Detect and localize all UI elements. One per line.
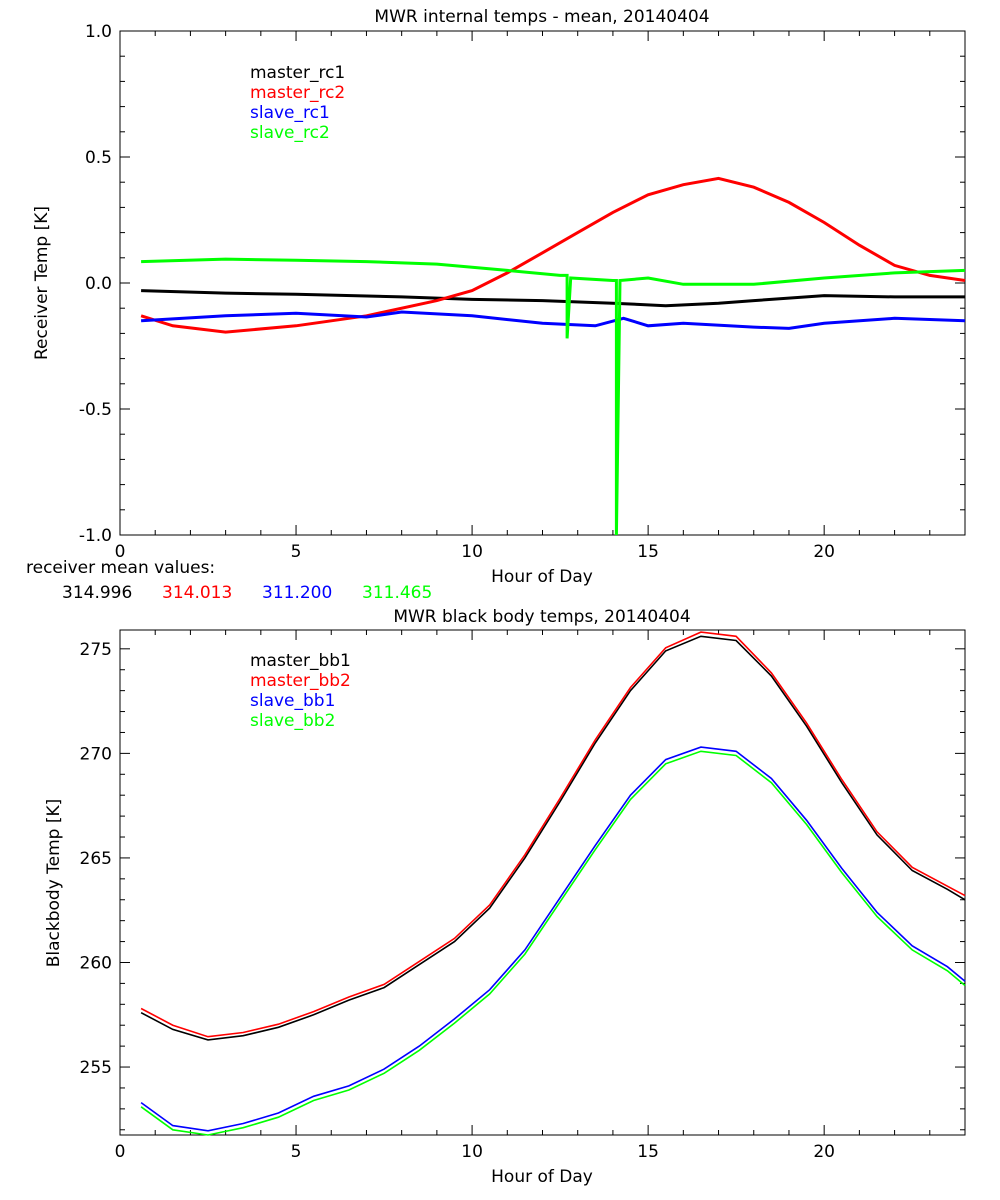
mean-values-label: receiver mean values: <box>26 558 215 578</box>
top-series-master-rc1 <box>141 289 965 308</box>
top-y-axis-label: Receiver Temp [K] <box>32 206 52 360</box>
top-plot-frame <box>119 30 966 536</box>
bottom-y-tick-label: 275 <box>80 640 112 660</box>
top-y-tick-label: 0.0 <box>85 274 112 294</box>
top-x-tick-label: 20 <box>813 542 835 562</box>
top-y-tick-label: 0.5 <box>85 148 112 168</box>
bottom-plot-frame <box>119 629 966 1136</box>
top-legend-master-rc2: master_rc2 <box>250 83 345 103</box>
top-series-slave-rc1 <box>141 310 966 330</box>
bottom-series-slave-bb1 <box>140 746 966 1132</box>
mean-value-slave-rc1: 311.200 <box>262 583 332 603</box>
bottom-legend-slave-bb1: slave_bb1 <box>250 691 335 711</box>
top-series-master-rc2 <box>140 176 966 334</box>
top-y-tick-label: -1.0 <box>79 526 112 546</box>
bottom-x-tick-label: 15 <box>637 1142 659 1162</box>
bottom-legend-master-bb1: master_bb1 <box>250 651 351 671</box>
top-y-tick-label: -0.5 <box>79 400 112 420</box>
top-x-tick-label: 0 <box>115 542 126 562</box>
bottom-y-tick-label: 255 <box>80 1058 112 1078</box>
bottom-x-tick-label: 10 <box>461 1142 483 1162</box>
bottom-series-slave-bb2 <box>140 750 966 1136</box>
mean-value-master-rc1: 314.996 <box>62 583 132 603</box>
top-legend-slave-rc1: slave_rc1 <box>250 103 330 123</box>
bottom-x-tick-label: 5 <box>291 1142 302 1162</box>
top-chart-title: MWR internal temps - mean, 20140404 <box>374 7 709 27</box>
bottom-y-tick-label: 270 <box>80 744 112 764</box>
top-series-slave-rc2 <box>141 257 966 536</box>
mean-value-slave-rc2: 311.465 <box>362 583 432 603</box>
top-x-tick-label: 5 <box>291 542 302 562</box>
bottom-y-tick-label: 260 <box>80 953 112 973</box>
mean-value-master-rc2: 314.013 <box>162 583 232 603</box>
bottom-x-axis-label: Hour of Day <box>491 1167 593 1187</box>
top-y-tick-label: 1.0 <box>85 22 112 42</box>
bottom-y-axis-label: Blackbody Temp [K] <box>44 799 64 968</box>
bottom-y-tick-label: 265 <box>80 849 112 869</box>
bottom-x-tick-label: 0 <box>115 1142 126 1162</box>
bottom-chart-title: MWR black body temps, 20140404 <box>393 607 690 627</box>
bottom-series-master-bb1 <box>140 635 966 1041</box>
top-x-axis-label: Hour of Day <box>491 567 593 587</box>
bottom-series-master-bb2 <box>140 631 966 1038</box>
bottom-x-tick-label: 20 <box>813 1142 835 1162</box>
bottom-legend-slave-bb2: slave_bb2 <box>250 711 335 731</box>
top-x-tick-label: 15 <box>637 542 659 562</box>
top-x-tick-label: 10 <box>461 542 483 562</box>
top-legend-slave-rc2: slave_rc2 <box>250 123 330 143</box>
bottom-legend-master-bb2: master_bb2 <box>250 671 351 691</box>
top-legend-master-rc1: master_rc1 <box>250 63 345 83</box>
